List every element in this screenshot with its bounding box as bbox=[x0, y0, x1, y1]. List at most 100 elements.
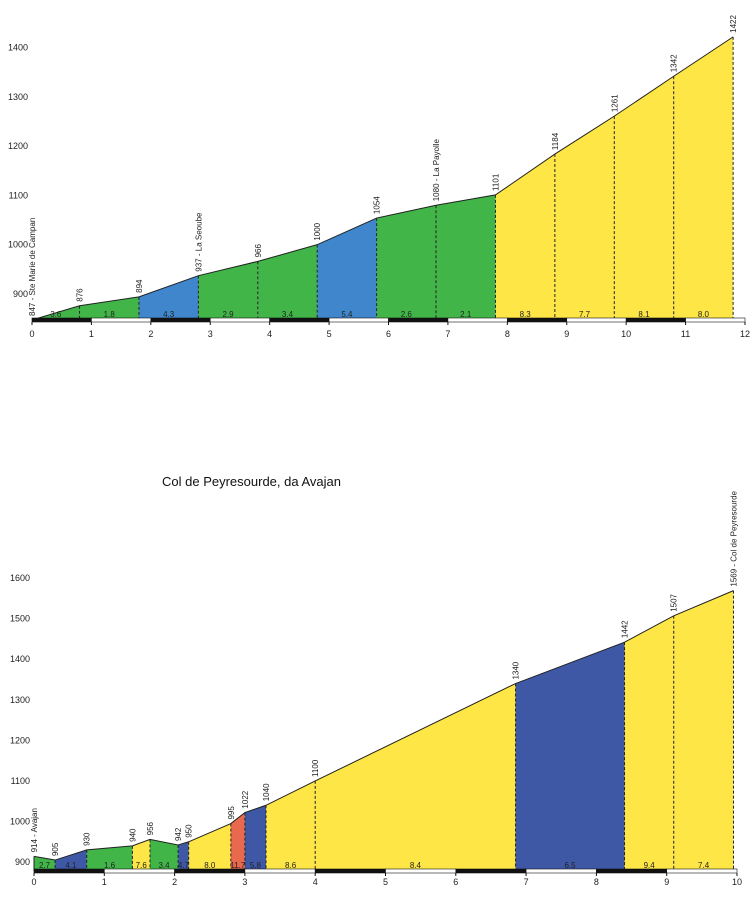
profile-segment bbox=[149, 839, 179, 871]
waypoint-label: 894 bbox=[135, 279, 144, 293]
distance-bar-segment bbox=[388, 317, 449, 323]
y-tick-label: 1100 bbox=[9, 190, 28, 200]
distance-bar-segment bbox=[269, 317, 330, 323]
waypoint-label: 1340 bbox=[512, 661, 521, 679]
waypoint-label: 1080 - La Payolle bbox=[432, 138, 441, 201]
waypoint-label: 1342 bbox=[670, 54, 679, 72]
waypoint-label: 876 bbox=[76, 288, 85, 302]
profile-segment bbox=[198, 261, 258, 320]
x-tick-label: 12 bbox=[740, 329, 750, 339]
grade-label: 4.3 bbox=[163, 310, 175, 319]
profile-segment bbox=[244, 805, 266, 871]
profile-segment bbox=[495, 154, 555, 320]
distance-bar-segment bbox=[455, 868, 527, 874]
x-tick-label: 1 bbox=[89, 329, 94, 339]
grade-label: 6.5 bbox=[564, 861, 576, 870]
grade-label: 8.6 bbox=[285, 861, 297, 870]
waypoint-label: 942 bbox=[174, 827, 183, 841]
x-tick-label: 3 bbox=[208, 329, 213, 339]
waypoint-label: 905 bbox=[51, 842, 60, 856]
profile-segment bbox=[673, 36, 734, 321]
distance-bar-segment bbox=[209, 317, 270, 323]
waypoint-label: 1261 bbox=[610, 94, 619, 112]
profile-segment bbox=[79, 296, 139, 320]
grade-label: 8.4 bbox=[410, 861, 422, 870]
x-tick-label: 11 bbox=[681, 329, 690, 339]
grade-label: 8.0 bbox=[204, 861, 216, 870]
profile-segment bbox=[376, 205, 437, 320]
waypoint-label: 1507 bbox=[670, 593, 679, 611]
waypoint-label: 1442 bbox=[621, 620, 630, 638]
grade-label: 9.4 bbox=[644, 861, 656, 870]
profile-segment bbox=[188, 823, 231, 871]
profile-segment bbox=[265, 780, 316, 871]
profile-segment bbox=[138, 275, 199, 320]
distance-bar-segment bbox=[314, 868, 386, 874]
x-tick-label: 9 bbox=[564, 329, 569, 339]
profile-segment bbox=[132, 839, 150, 871]
profile-segment bbox=[86, 845, 133, 871]
distance-bar-segment bbox=[625, 317, 686, 323]
x-tick-label: 1 bbox=[102, 877, 107, 887]
grade-label: 7.6 bbox=[136, 861, 148, 870]
y-tick-label: 1300 bbox=[10, 695, 30, 705]
y-tick-label: 1500 bbox=[10, 614, 30, 624]
distance-bar-segment bbox=[507, 317, 568, 323]
grade-label: 4.7 bbox=[178, 861, 190, 870]
x-tick-label: 5 bbox=[327, 329, 332, 339]
grade-label: 8.1 bbox=[638, 310, 650, 319]
profile-segment bbox=[257, 244, 318, 320]
x-tick-label: 6 bbox=[453, 877, 458, 887]
profile-segment bbox=[624, 615, 674, 871]
y-tick-label: 1400 bbox=[10, 654, 30, 664]
y-tick-label: 1600 bbox=[10, 573, 30, 583]
grade-label: 4.1 bbox=[65, 861, 77, 870]
waypoint-label: 914 - Avajan bbox=[30, 808, 39, 852]
y-tick-label: 900 bbox=[13, 289, 28, 299]
waypoint-label: 950 bbox=[185, 824, 194, 838]
profile-segment bbox=[515, 642, 625, 871]
distance-bar-segment bbox=[31, 317, 92, 323]
distance-bar-segment bbox=[150, 317, 211, 323]
waypoint-label: 966 bbox=[254, 244, 263, 258]
grade-label: 5.8 bbox=[250, 861, 262, 870]
x-tick-label: 0 bbox=[31, 877, 36, 887]
waypoint-label: 1054 bbox=[373, 196, 382, 214]
x-tick-label: 4 bbox=[267, 329, 272, 339]
waypoint-label: 956 bbox=[146, 821, 155, 835]
grade-label: 3.6 bbox=[50, 310, 62, 319]
distance-bar-segment bbox=[447, 317, 508, 323]
profile-segment bbox=[317, 218, 377, 320]
profile-segment bbox=[436, 194, 496, 320]
distance-bar-segment bbox=[666, 868, 738, 874]
grade-label: 5.4 bbox=[341, 310, 353, 319]
profile-segment bbox=[178, 841, 189, 871]
profile-segment bbox=[34, 856, 56, 871]
chart-2: 2.7 4.1 1.6 7.6 3.4 4.7 8.0 11.7 5.8 8.6 8.4 6.5 9.4… bbox=[10, 490, 742, 887]
distance-bar-segment bbox=[525, 868, 597, 874]
y-tick-label: 1300 bbox=[8, 92, 28, 102]
chart-1: 3.6 1.8 4.3 2.9 3.4 5.4 2.6 2.1 8.3 7.7 8.1 8.0 847 … bbox=[8, 15, 750, 339]
grade-label: 1.8 bbox=[104, 310, 116, 319]
distance-bar-segment bbox=[91, 317, 152, 323]
grade-label: 2.9 bbox=[223, 310, 235, 319]
waypoint-label: 937 - La Seoube bbox=[194, 212, 203, 272]
grade-label: 3.4 bbox=[158, 861, 170, 870]
waypoint-label: 995 bbox=[227, 806, 236, 820]
waypoint-label: 1022 bbox=[241, 790, 250, 808]
y-tick-label: 1100 bbox=[11, 776, 30, 786]
profile-segment bbox=[673, 590, 734, 871]
grade-label: 8.0 bbox=[698, 310, 710, 319]
y-tick-label: 1000 bbox=[8, 240, 28, 250]
waypoint-label: 1100 bbox=[311, 759, 320, 777]
profile-segment bbox=[315, 683, 516, 871]
x-tick-label: 3 bbox=[242, 877, 247, 887]
x-tick-label: 7 bbox=[445, 329, 450, 339]
waypoint-label: 1422 bbox=[729, 15, 738, 33]
grade-label: 8.3 bbox=[520, 310, 532, 319]
x-tick-label: 4 bbox=[313, 877, 318, 887]
x-tick-label: 8 bbox=[505, 329, 510, 339]
waypoint-label: 1000 bbox=[313, 222, 322, 240]
x-tick-label: 7 bbox=[524, 877, 529, 887]
